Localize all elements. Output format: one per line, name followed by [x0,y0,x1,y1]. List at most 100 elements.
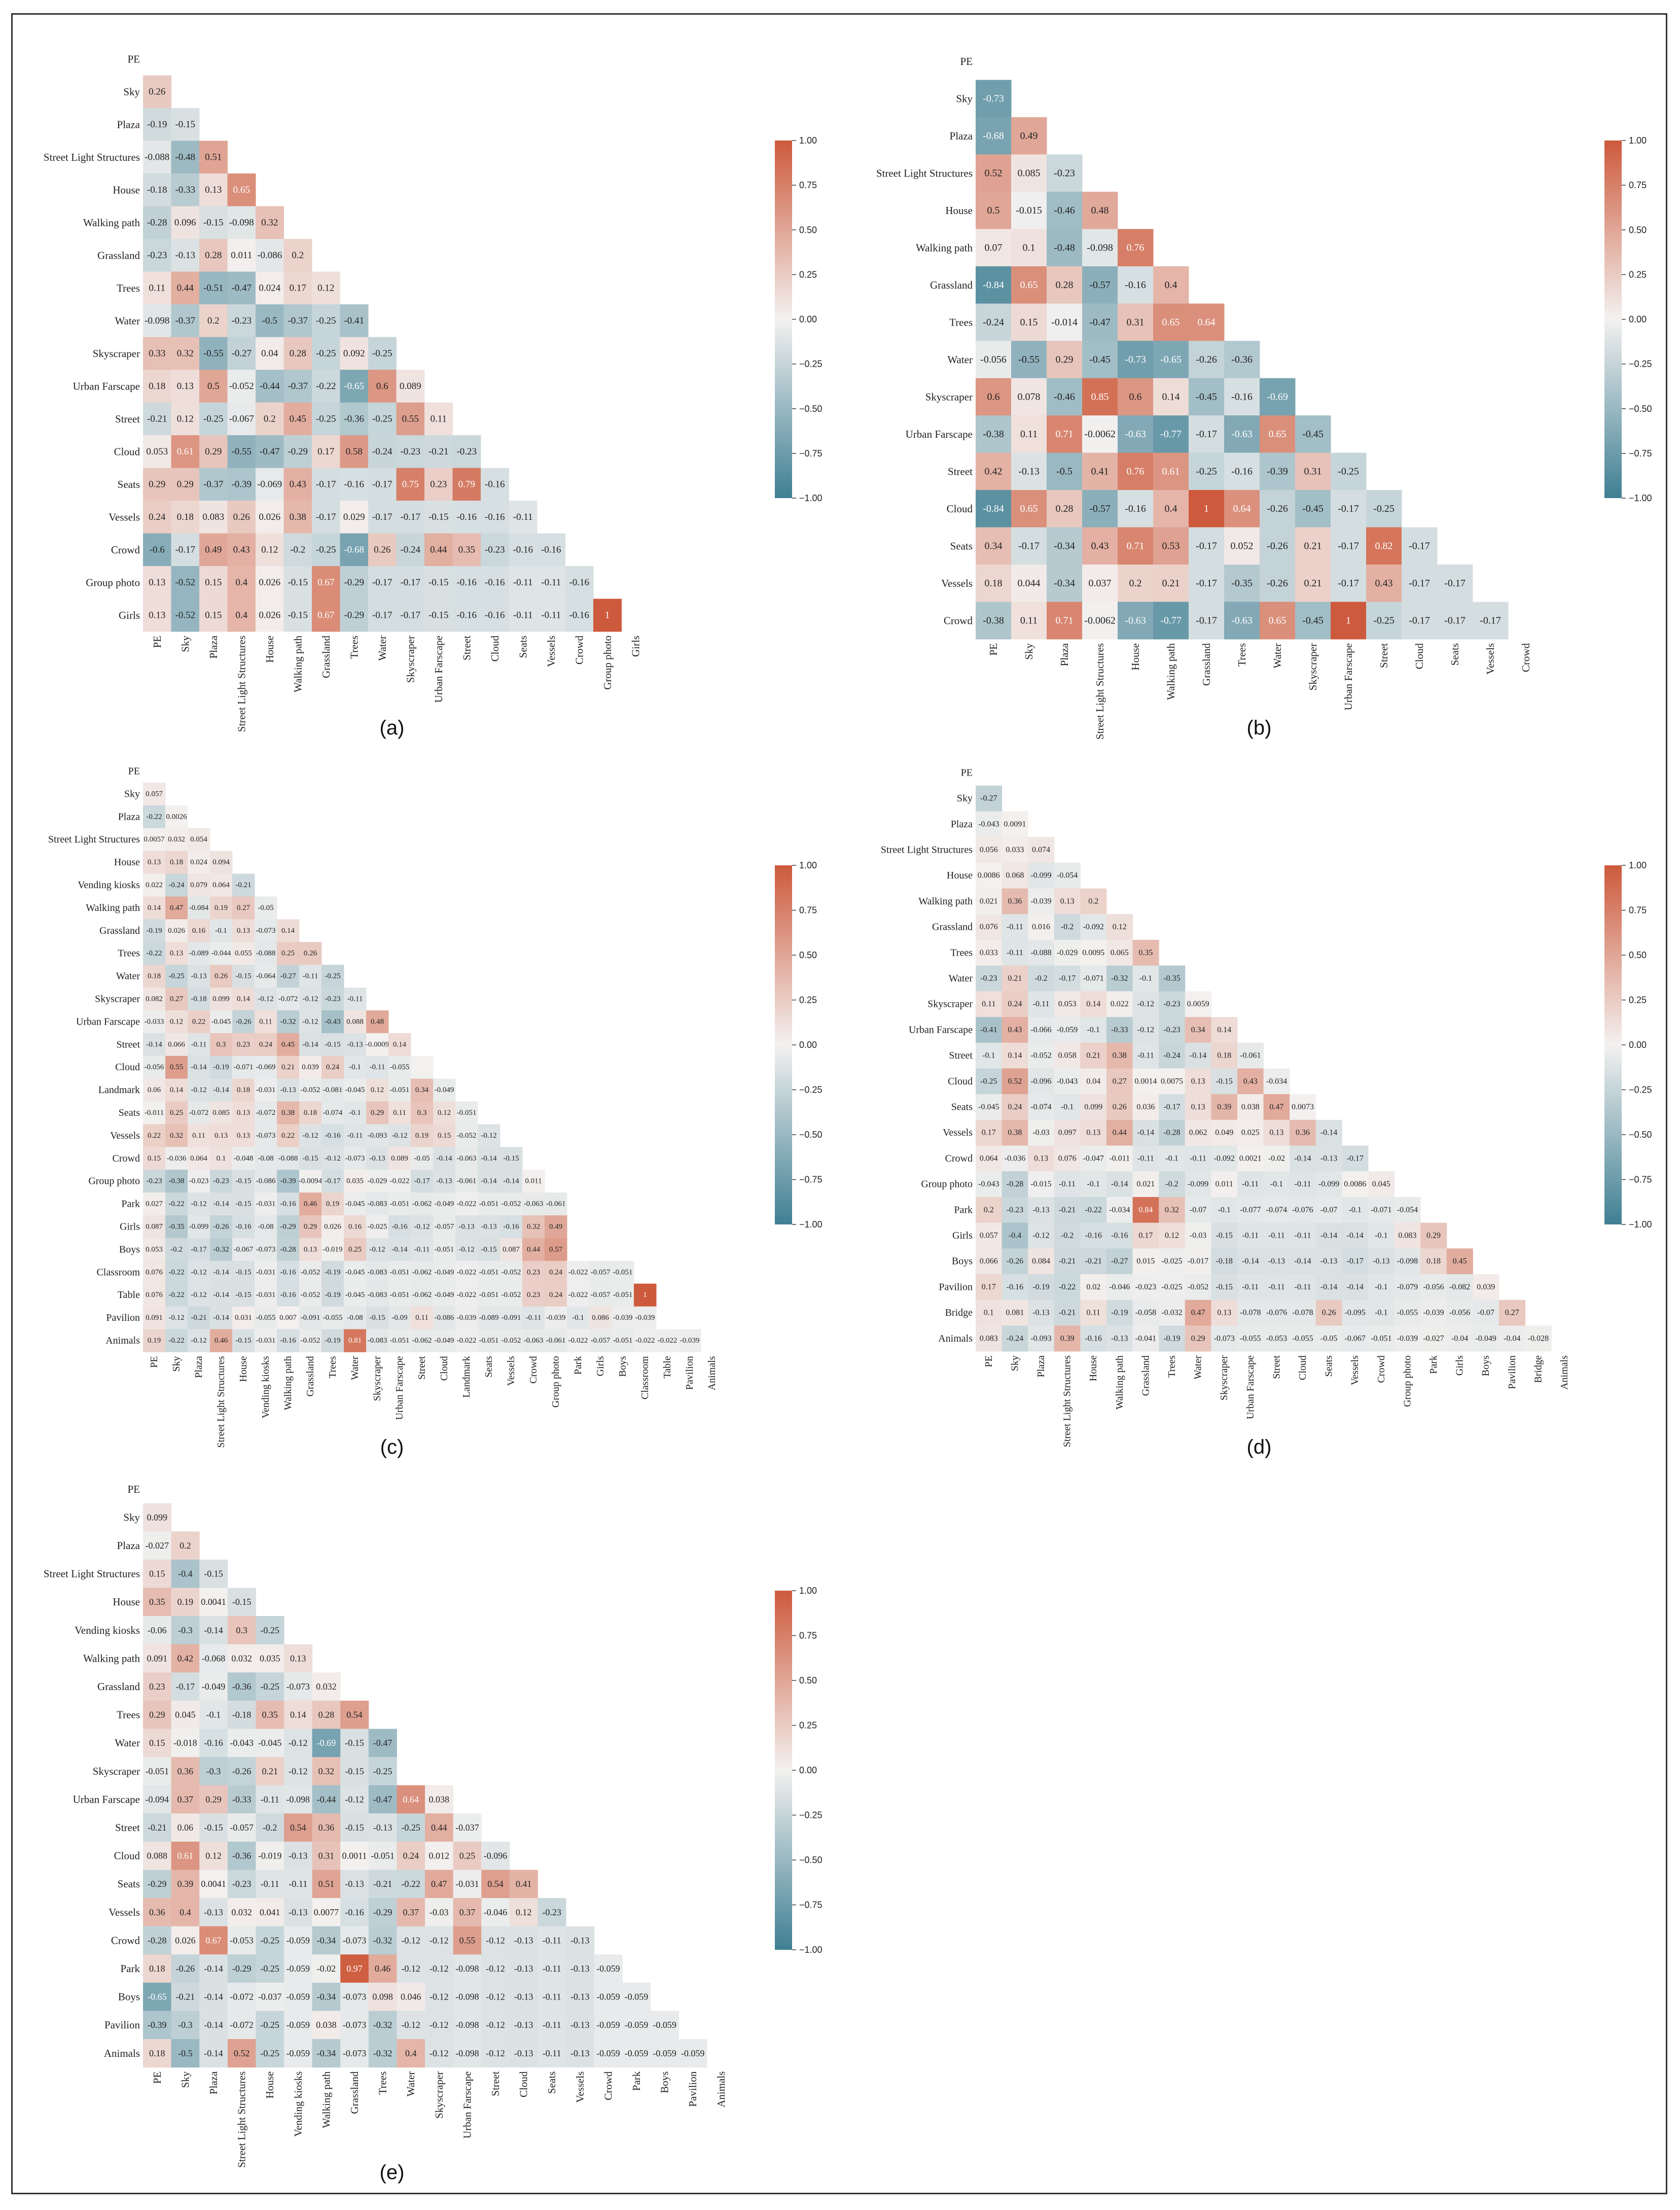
heatmap-cell: -0.086 [256,239,284,272]
heatmap-cell: -0.38 [976,415,1012,453]
heatmap-cell: 0.04 [256,337,284,370]
cell-value: 0.6 [987,391,1000,402]
row-label: Crowd [111,544,140,556]
cell-value: 0.25 [459,1851,476,1861]
cell-value: 0.026 [259,577,280,588]
heatmap-cell: 0.18 [143,1954,172,1983]
cell-value: 0.06 [177,1822,194,1833]
cell-value: -0.2 [263,1822,277,1833]
heatmap-cell: 0.26 [143,75,171,109]
cell-value: -0.25 [260,2048,279,2058]
heatmap-cell: 0.032 [227,1644,256,1673]
heatmap-cell: -0.14 [199,1982,228,2011]
cell-value: -0.65 [1160,354,1182,365]
heatmap-cell: 0.61 [171,1841,200,1870]
heatmap-cell: 0.29 [171,468,200,501]
heatmap-cell: -0.11 [284,1870,313,1899]
heatmap-cell: -0.073 [340,1982,369,2011]
heatmap-cell: -0.19 [143,108,171,141]
heatmap-cell: 0.2 [283,239,312,272]
heatmap-cell: 0.31 [1295,452,1331,490]
cell-value: -0.16 [456,512,477,522]
column-label: Grassland [320,636,332,678]
heatmap-cell: 0.17 [312,435,340,468]
heatmap-cell: 0.31 [312,1841,341,1870]
cell-value: 0.2 [207,315,220,326]
cell-value: 0.31 [1127,317,1145,328]
heatmap-cell: -0.027 [143,1531,172,1560]
cell-value: 0.41 [1091,466,1109,477]
heatmap-cell: 0.34 [976,527,1012,565]
cell-value: -0.45 [1196,391,1217,402]
heatmap-cell: -0.059 [594,2039,623,2068]
heatmap-cell: -0.23 [538,1898,566,1927]
cell-value: -0.11 [541,577,561,588]
heatmap-cell: -0.16 [481,501,509,534]
heatmap-cell: -0.072 [227,1982,256,2011]
cell-value: 0.28 [318,1710,335,1720]
cell-value: -0.059 [287,1963,310,1974]
cell-value: 0.0011 [342,1851,367,1861]
cell-value: 0.33 [149,348,165,359]
heatmap-cell: -0.5 [1047,452,1083,490]
heatmap-cell: 0.038 [425,1785,454,1814]
cell-value: 0.15 [149,1569,165,1579]
cell-value: 0.4 [1165,503,1177,514]
cell-value: -0.031 [455,1879,479,1889]
cell-value: 0.61 [177,446,194,457]
cell-value: -0.25 [401,1822,420,1833]
heatmap-cell: 0.12 [199,1841,228,1870]
heatmap-cell: -0.059 [650,2011,679,2040]
heatmap-cell: 0.012 [425,1841,454,1870]
cell-value: 0.36 [149,1907,165,1917]
heatmap-cell: -0.059 [284,2011,313,2040]
cell-value: -0.34 [317,2048,336,2058]
cell-value: 0.18 [149,2048,165,2058]
cell-value: -0.13 [204,1907,223,1917]
cell-value: -0.22 [316,381,336,392]
cell-value: -0.057 [230,1822,254,1833]
heatmap-cell: -0.098 [143,304,171,337]
cell-value: -0.5 [262,315,277,326]
heatmap-cell: 0.19 [171,1588,200,1617]
cell-value: -0.14 [204,1625,223,1635]
heatmap-cell: -0.12 [481,1954,510,1983]
heatmap-cell: -0.11 [537,599,565,632]
cell-value: -0.059 [653,2020,676,2030]
row-label: Vending kiosks [75,1624,140,1636]
cell-value: 0.2 [292,250,304,261]
heatmap-cell: -0.052 [227,370,256,403]
heatmap-cell: -0.17 [396,566,425,599]
cell-value: 0.43 [290,479,306,489]
cell-value: -0.17 [372,577,392,588]
colorbar-tick-label: 0.25 [799,269,817,279]
cell-value: 0.5 [987,205,1000,216]
cell-value: 0.15 [149,1738,165,1748]
row-label: Grassland [97,249,140,261]
column-label: Sky [179,2071,191,2088]
cell-value: -0.32 [373,2048,392,2058]
cell-value: 0.65 [1269,429,1286,440]
cell-value: 0.046 [401,1992,421,2002]
cell-value: 0.083 [202,512,224,522]
heatmap-cell: -0.25 [199,402,228,436]
cell-value: 0.099 [147,1512,168,1522]
heatmap-cell: -0.23 [227,304,256,337]
cell-value: 0.48 [1091,205,1109,216]
cell-value: 0.038 [429,1794,450,1804]
heatmap-cell: -0.059 [678,2039,707,2068]
cell-value: 0.32 [261,217,278,228]
cell-value: -0.23 [232,1879,252,1889]
cell-value: -0.18 [147,185,167,195]
heatmap-cell: -0.36 [227,1841,256,1870]
heatmap-cell: 0.092 [340,337,369,370]
cell-value: -0.25 [373,1766,392,1776]
heatmap-cell: -0.11 [538,2039,566,2068]
cell-value: 0.58 [346,446,363,457]
cell-value: -0.47 [231,283,252,293]
heatmap-cell: 0.4 [397,2039,425,2068]
heatmap-cell: -0.16 [452,599,481,632]
heatmap-cell: 0.032 [312,1672,341,1701]
cell-value: -0.47 [1089,317,1111,328]
